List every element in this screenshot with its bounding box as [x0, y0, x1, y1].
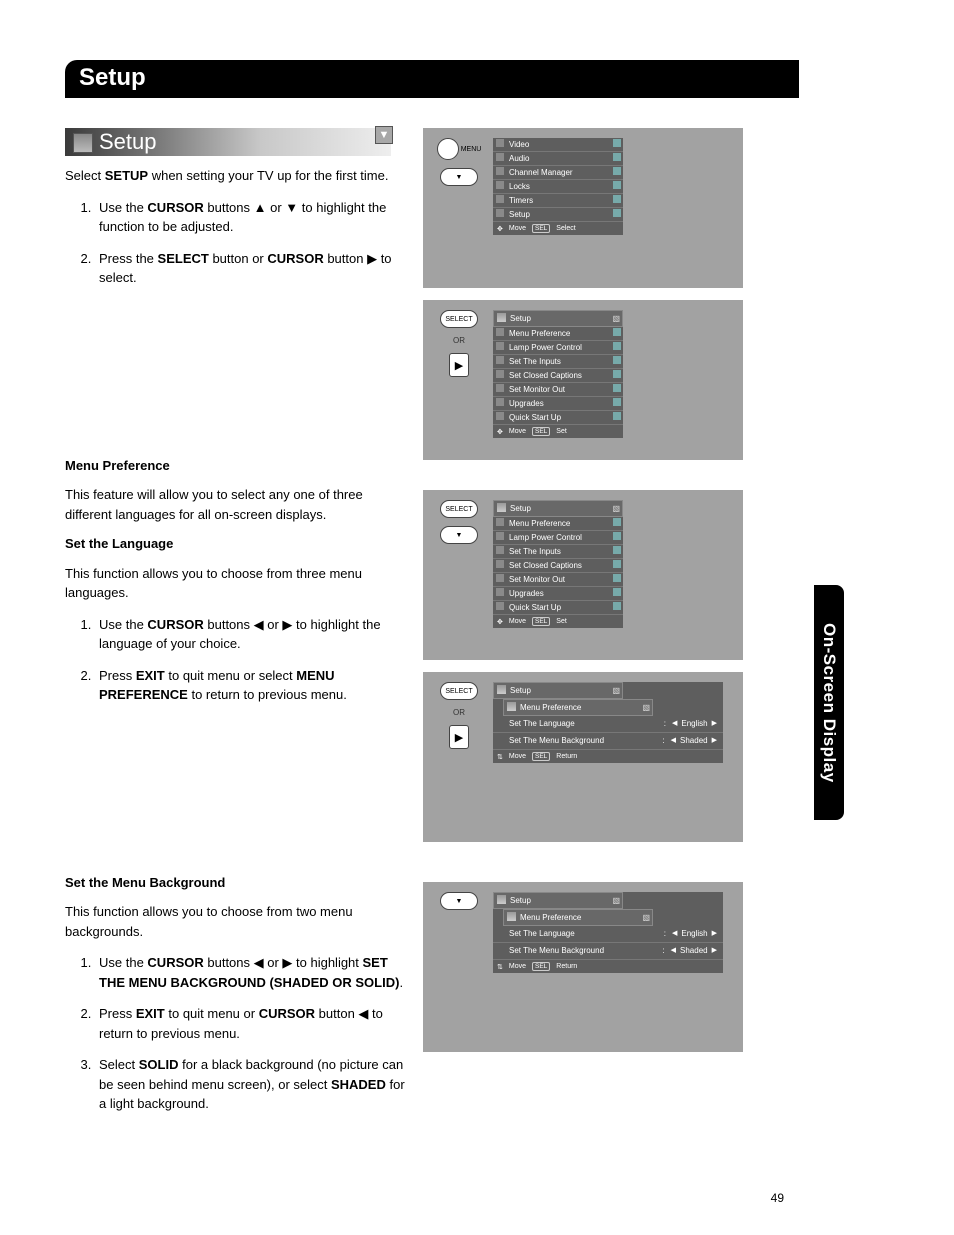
osd-menu: Video Audio Channel Manager Locks Timers…	[493, 138, 623, 235]
menu-item: Menu Preference	[493, 327, 623, 341]
spacer	[65, 300, 405, 450]
select-button-icon: SELECT	[440, 682, 478, 700]
menu-footer: ⇅Move SEL Return	[493, 750, 723, 763]
right-button-icon: ▶	[449, 353, 469, 377]
list-item: Use the CURSOR buttons ◀ or ▶ to highlig…	[95, 615, 405, 654]
osd-screen-1: MENU ▼ Video Audio Channel Manager Locks…	[423, 128, 743, 288]
chevron-down-icon: ▼	[375, 126, 393, 144]
pref-row: Set The Menu Background : ◀Shaded▶	[493, 943, 723, 960]
list-item: Press EXIT to quit menu or select MENU P…	[95, 666, 405, 705]
menu-button-label: MENU	[461, 146, 482, 153]
set-language-heading: Set the Language	[65, 534, 405, 554]
content-row: Setup ▼ Select SETUP when setting your T…	[65, 128, 799, 1126]
remote-buttons: SELECT ▼	[433, 500, 485, 628]
menu-item: Setup	[493, 208, 623, 222]
page-number: 49	[771, 1191, 784, 1205]
sub-heading-text: Setup	[99, 129, 157, 155]
left-column: Setup ▼ Select SETUP when setting your T…	[65, 128, 405, 1126]
or-label: OR	[453, 336, 465, 345]
page: Setup Setup ▼ Select SETUP when setting …	[65, 60, 799, 1126]
intro-paragraph: Select SETUP when setting your TV up for…	[65, 166, 405, 186]
list-item: Press EXIT to quit menu or CURSOR button…	[95, 1004, 405, 1043]
osd-screen-3: SELECT ▼ Setup▧ Menu Preference Lamp Pow…	[423, 490, 743, 660]
osd-screen-2: SELECT OR ▶ Setup▧ Menu Preference Lamp …	[423, 300, 743, 460]
menu-button-icon	[437, 138, 459, 160]
menu-header: Setup▧	[493, 682, 623, 699]
menu-item: Upgrades	[493, 397, 623, 411]
right-button-icon: ▶	[449, 725, 469, 749]
osd-menu-wide: Setup▧ Menu Preference▧ Set The Language…	[493, 682, 723, 763]
menu-header: Setup▧	[493, 500, 623, 517]
menu-footer: ✥Move SEL Set	[493, 425, 623, 438]
set-language-desc: This function allows you to choose from …	[65, 564, 405, 603]
select-button-icon: SELECT	[440, 310, 478, 328]
down-button-icon: ▼	[440, 526, 478, 544]
pref-row: Set The Language : ◀English▶	[493, 716, 723, 733]
down-button-icon: ▼	[440, 892, 478, 910]
title-bar: Setup	[65, 60, 799, 98]
menu-item: Quick Start Up	[493, 601, 623, 615]
pref-row: Set The Language : ◀English▶	[493, 926, 723, 943]
menu-item: Lamp Power Control	[493, 531, 623, 545]
menu-item: Quick Start Up	[493, 411, 623, 425]
menu-footer: ⇅Move SEL Return	[493, 960, 723, 973]
menu-pref-steps: Use the CURSOR buttons ◀ or ▶ to highlig…	[65, 615, 405, 705]
menu-item: Video	[493, 138, 623, 152]
osd-screen-5: ▼ Setup▧ Menu Preference▧ Set The Langua…	[423, 882, 743, 1052]
menu-item: Channel Manager	[493, 166, 623, 180]
remote-buttons: ▼	[433, 892, 485, 973]
menu-footer: ✥Move SEL Set	[493, 615, 623, 628]
menu-item: Upgrades	[493, 587, 623, 601]
menu-bg-steps: Use the CURSOR buttons ◀ or ▶ to highlig…	[65, 953, 405, 1114]
menu-header: Setup▧	[493, 310, 623, 327]
remote-buttons: SELECT OR ▶	[433, 682, 485, 763]
menu-item: Locks	[493, 180, 623, 194]
osd-screen-4: SELECT OR ▶ Setup▧ Menu Preference▧ Set …	[423, 672, 743, 842]
menu-bg-desc: This function allows you to choose from …	[65, 902, 405, 941]
menu-bg-heading: Set the Menu Background	[65, 873, 405, 893]
pref-row: Set The Menu Background : ◀Shaded▶	[493, 733, 723, 750]
menu-header: Setup▧	[493, 892, 623, 909]
menu-footer: ✥Move SEL Select	[493, 222, 623, 235]
menu-item: Set The Inputs	[493, 545, 623, 559]
menu-pref-heading: Menu Preference	[65, 456, 405, 476]
menu-item: Audio	[493, 152, 623, 166]
remote-buttons: SELECT OR ▶	[433, 310, 485, 438]
select-button-icon: SELECT	[440, 500, 478, 518]
menu-item: Set Monitor Out	[493, 383, 623, 397]
osd-menu-wide: Setup▧ Menu Preference▧ Set The Language…	[493, 892, 723, 973]
right-column: MENU ▼ Video Audio Channel Manager Locks…	[423, 128, 799, 1126]
menu-pref-desc: This feature will allow you to select an…	[65, 485, 405, 524]
menu-item: Set Closed Captions	[493, 559, 623, 573]
list-item: Use the CURSOR buttons ▲ or ▼ to highlig…	[95, 198, 405, 237]
osd-menu: Setup▧ Menu Preference Lamp Power Contro…	[493, 310, 623, 438]
menu-item: Set Closed Captions	[493, 369, 623, 383]
menu-item: Menu Preference	[493, 517, 623, 531]
list-item: Select SOLID for a black background (no …	[95, 1055, 405, 1114]
spacer	[65, 717, 405, 867]
menu-item: Timers	[493, 194, 623, 208]
list-item: Press the SELECT button or CURSOR button…	[95, 249, 405, 288]
menu-item: Set Monitor Out	[493, 573, 623, 587]
intro-steps: Use the CURSOR buttons ▲ or ▼ to highlig…	[65, 198, 405, 288]
osd-menu: Setup▧ Menu Preference Lamp Power Contro…	[493, 500, 623, 628]
menu-pref-block: Menu Preference This feature will allow …	[65, 456, 405, 705]
or-label: OR	[453, 708, 465, 717]
menu-item: Set The Inputs	[493, 355, 623, 369]
intro-block: Select SETUP when setting your TV up for…	[65, 166, 405, 288]
down-button-icon: ▼	[440, 168, 478, 186]
menu-item: Lamp Power Control	[493, 341, 623, 355]
list-item: Use the CURSOR buttons ◀ or ▶ to highlig…	[95, 953, 405, 992]
menu-subheader: Menu Preference▧	[503, 699, 653, 716]
sub-heading-bar: Setup ▼	[65, 128, 391, 156]
menu-bg-block: Set the Menu Background This function al…	[65, 873, 405, 1114]
menu-subheader: Menu Preference▧	[503, 909, 653, 926]
remote-buttons: MENU ▼	[433, 138, 485, 235]
side-tab: On-Screen Display	[814, 585, 844, 820]
